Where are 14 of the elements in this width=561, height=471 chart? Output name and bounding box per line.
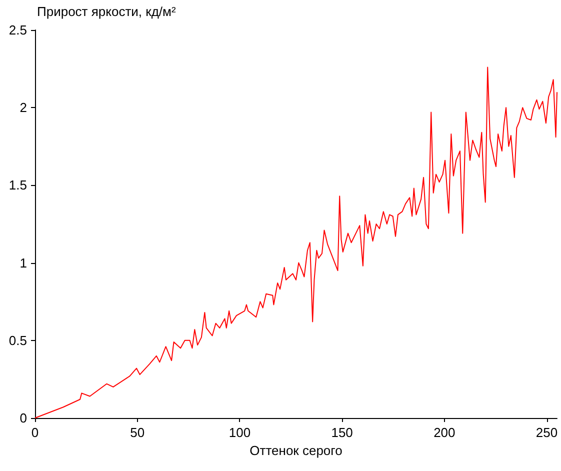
x-tick-label: 150	[331, 425, 353, 440]
y-tick-label: 1	[20, 255, 27, 270]
x-tick-label: 50	[130, 425, 145, 440]
x-axis-title: Оттенок серого	[250, 442, 342, 458]
x-tick-label: 100	[228, 425, 251, 440]
x-tick-label: 200	[434, 425, 456, 440]
x-tick-label: 250	[536, 425, 558, 440]
y-tick-label: 0.5	[8, 332, 27, 348]
x-tick-label: 0	[31, 425, 39, 440]
chart-title: Прирост яркости, кд/м²	[37, 4, 176, 19]
y-tick-label: 2.5	[8, 22, 27, 38]
y-tick-label: 1.5	[8, 178, 27, 193]
y-tick-label: 0	[20, 410, 27, 426]
y-tick-label: 2	[20, 100, 27, 116]
